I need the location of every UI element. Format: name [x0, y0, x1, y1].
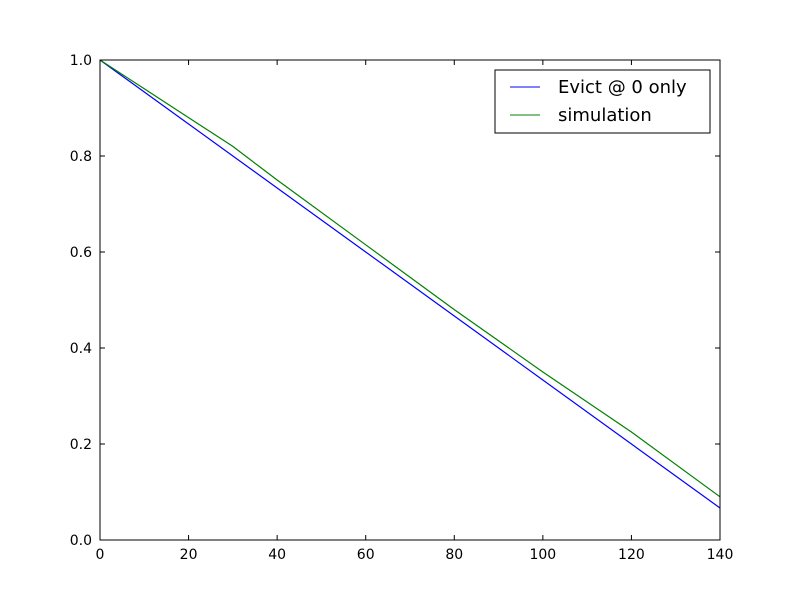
x-tick-label: 40: [268, 547, 286, 563]
x-tick-label: 120: [618, 547, 645, 563]
y-tick-label: 0.0: [70, 533, 92, 549]
y-tick-label: 0.2: [70, 437, 92, 453]
legend-label-evict: Evict @ 0 only: [558, 77, 687, 98]
x-tick-label: 80: [445, 547, 463, 563]
legend-box: [494, 69, 711, 134]
y-tick-label: 0.4: [70, 341, 92, 357]
plot-frame: [99, 59, 721, 541]
series-line-0: [99, 59, 721, 509]
x-tick-label: 100: [529, 547, 556, 563]
y-tick-label: 0.8: [70, 149, 92, 165]
axis-ticks: [99, 59, 721, 541]
x-tick-label: 60: [357, 547, 375, 563]
x-tick-label: 20: [180, 547, 198, 563]
axis-tick-labels: 0 20 40 60 80 100 120 140 0.0 0.2 0.4 0.6 0.8 1.0: [70, 53, 734, 563]
plot-lines: [99, 59, 721, 509]
series-line-1: [99, 59, 721, 498]
y-tick-label: 1.0: [70, 53, 92, 69]
x-tick-label: 140: [707, 547, 734, 563]
x-tick-label: 0: [96, 547, 105, 563]
y-tick-label: 0.6: [70, 245, 92, 261]
legend-label-simulation: simulation: [558, 105, 652, 126]
legend: Evict @ 0 only simulation: [494, 69, 711, 134]
